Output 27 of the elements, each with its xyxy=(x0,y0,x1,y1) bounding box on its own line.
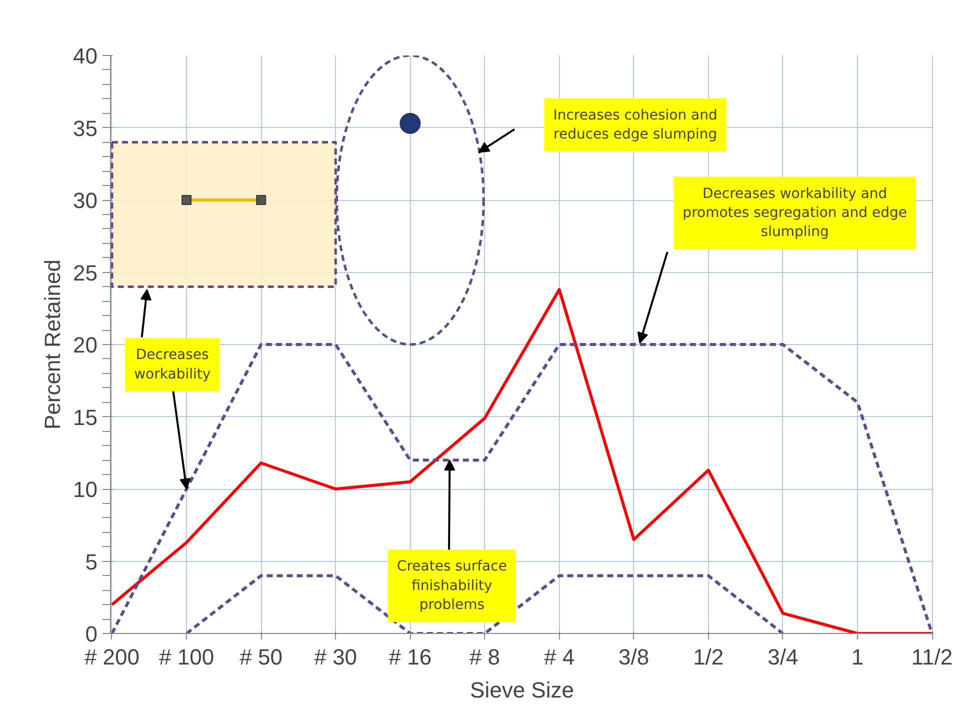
x-tick-label: # 200 xyxy=(84,644,140,670)
y-tick-label: 10 xyxy=(73,477,98,502)
annotation: Decreases workability and promotes segregation and edge slumpling xyxy=(682,186,908,240)
x-tick-label: 11/2 xyxy=(911,644,953,670)
annotation: Increases cohesion and reduces edge slumping xyxy=(553,107,718,142)
y-tick-label: 0 xyxy=(85,622,98,646)
annotation: Decreases workability xyxy=(134,347,211,382)
x-tick-label: 1/2 xyxy=(693,644,724,670)
y-tick-label: 30 xyxy=(73,188,98,213)
annotation: Creates surface finishability problems xyxy=(396,558,507,614)
x-tick-label: # 8 xyxy=(469,644,500,670)
y-tick-label: 15 xyxy=(73,404,98,430)
x-tick-label: # 50 xyxy=(240,644,283,670)
x-axis-title: Sieve Size xyxy=(470,678,574,702)
x-tick-label: 3/8 xyxy=(618,644,650,670)
y-axis-title: Percent Retained xyxy=(40,260,66,430)
x-tick-label: # 100 xyxy=(159,644,214,670)
x-tick-label: 1 xyxy=(851,644,864,670)
x-tick-label: # 4 xyxy=(544,644,575,670)
x-tick-label: # 30 xyxy=(314,644,358,670)
y-tick-label: 40 xyxy=(73,44,98,68)
y-tick-label: 5 xyxy=(85,549,98,574)
y-tick-label: 25 xyxy=(73,260,98,286)
y-tick-label: 20 xyxy=(73,332,98,358)
y-tick-label: 35 xyxy=(73,116,98,141)
x-tick-label: 3/4 xyxy=(768,644,798,670)
x-tick-label: # 16 xyxy=(388,644,432,670)
